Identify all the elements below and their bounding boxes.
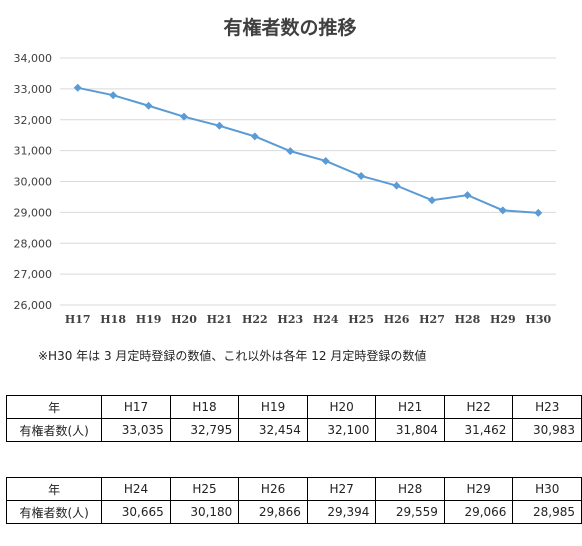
data-point-marker (392, 181, 401, 190)
x-tick-label: H22 (242, 313, 268, 326)
y-tick-label: 28,000 (14, 237, 53, 250)
y-tick-label: 31,000 (14, 145, 53, 158)
y-axis-tick-labels: 26,000 27,000 28,000 29,000 30,000 31,000 32,0… (14, 52, 53, 312)
data-point-marker (144, 101, 153, 110)
data-point-marker (250, 132, 259, 141)
y-tick-label: 27,000 (14, 268, 53, 281)
value-cell: 32,100 (306, 418, 377, 442)
data-point-marker (357, 171, 366, 180)
table-header-row: 年 H24 H25 H26 H27 H28 H29 H30 (5, 477, 582, 501)
year-cell: H30 (512, 477, 582, 501)
series-line (77, 86, 539, 214)
year-cell: H25 (169, 477, 240, 501)
data-point-marker (215, 121, 224, 130)
line-chart: 有権者数の推移 26,000 27,000 28,000 29,000 30,000 31… (14, 16, 556, 326)
year-cell: H22 (443, 395, 514, 419)
value-cell: 29,866 (238, 500, 308, 524)
year-cell: H26 (238, 477, 308, 501)
table-value-row: 有権者数(人) 30,665 30,180 29,866 29,394 29,5… (5, 500, 582, 524)
data-table-1: 年 H17 H18 H19 H20 H21 H22 H23 有権者数(人) 33… (5, 395, 582, 442)
y-tick-label: 26,000 (14, 299, 53, 312)
header-label: 年 (5, 477, 103, 501)
value-cell: 33,035 (101, 418, 171, 442)
x-tick-label: H18 (100, 313, 126, 326)
value-cell: 31,462 (443, 418, 514, 442)
year-cell: H18 (169, 395, 240, 419)
gridlines (60, 57, 556, 306)
data-point-marker (428, 196, 436, 205)
chart-title: 有権者数の推移 (223, 16, 356, 39)
year-cell: H21 (375, 395, 445, 419)
x-tick-label: H20 (171, 313, 197, 326)
footnote: ※H30 年は 3 月定時登録の数値、これ以外は各年 12 月定時登録の数値 (38, 349, 427, 363)
year-cell: H17 (101, 395, 171, 419)
data-point-marker (534, 208, 543, 217)
table-header-row: 年 H17 H18 H19 H20 H21 H22 H23 (5, 395, 582, 419)
row-label: 有権者数(人) (5, 418, 103, 442)
table-value-row: 有権者数(人) 33,035 32,795 32,454 32,100 31,8… (5, 418, 582, 442)
header-label: 年 (5, 395, 103, 419)
y-tick-label: 33,000 (14, 83, 53, 96)
x-tick-label: H24 (313, 313, 339, 326)
data-table-2: 年 H24 H25 H26 H27 H28 H29 H30 有権者数(人) 30… (5, 477, 582, 524)
value-cell: 32,454 (238, 418, 308, 442)
value-cell: 30,983 (512, 418, 582, 442)
year-cell: H19 (238, 395, 308, 419)
x-tick-label: H23 (277, 313, 303, 326)
x-tick-label: H19 (136, 313, 162, 326)
data-point-marker (321, 156, 330, 165)
data-points (73, 83, 543, 217)
series-polyline (77, 86, 539, 214)
x-tick-label: H26 (384, 313, 410, 326)
year-cell: H20 (306, 395, 377, 419)
year-cell: H24 (101, 477, 171, 501)
x-tick-label: H27 (419, 313, 445, 326)
year-cell: H27 (306, 477, 377, 501)
row-label: 有権者数(人) (5, 500, 103, 524)
value-cell: 32,795 (169, 418, 240, 442)
x-tick-label: H28 (455, 313, 481, 326)
value-cell: 29,066 (443, 500, 514, 524)
value-cell: 31,804 (375, 418, 445, 442)
data-point-marker (109, 91, 118, 100)
x-tick-label: H21 (207, 313, 233, 326)
x-tick-label: H29 (490, 313, 516, 326)
data-point-marker (463, 191, 472, 200)
value-cell: 30,665 (101, 500, 171, 524)
y-tick-label: 32,000 (14, 114, 53, 127)
value-cell: 29,394 (306, 500, 377, 524)
x-tick-label: H17 (65, 313, 91, 326)
year-cell: H23 (512, 395, 582, 419)
value-cell: 28,985 (512, 500, 582, 524)
value-cell: 30,180 (169, 500, 240, 524)
data-point-marker (286, 147, 295, 156)
y-tick-label: 29,000 (14, 206, 53, 219)
data-point-marker (73, 83, 82, 92)
y-tick-label: 34,000 (14, 52, 53, 65)
data-point-marker (498, 206, 507, 215)
value-cell: 29,559 (375, 500, 445, 524)
y-tick-label: 30,000 (14, 176, 53, 189)
x-axis-tick-labels: H17 H18 H19 H20 H21 H22 H23 H24 H25 H26 H27 H28 H29 H… (65, 313, 552, 326)
data-point-marker (180, 112, 188, 121)
x-tick-label: H25 (348, 313, 374, 326)
year-cell: H29 (443, 477, 514, 501)
x-tick-label: H30 (525, 313, 551, 326)
year-cell: H28 (375, 477, 445, 501)
